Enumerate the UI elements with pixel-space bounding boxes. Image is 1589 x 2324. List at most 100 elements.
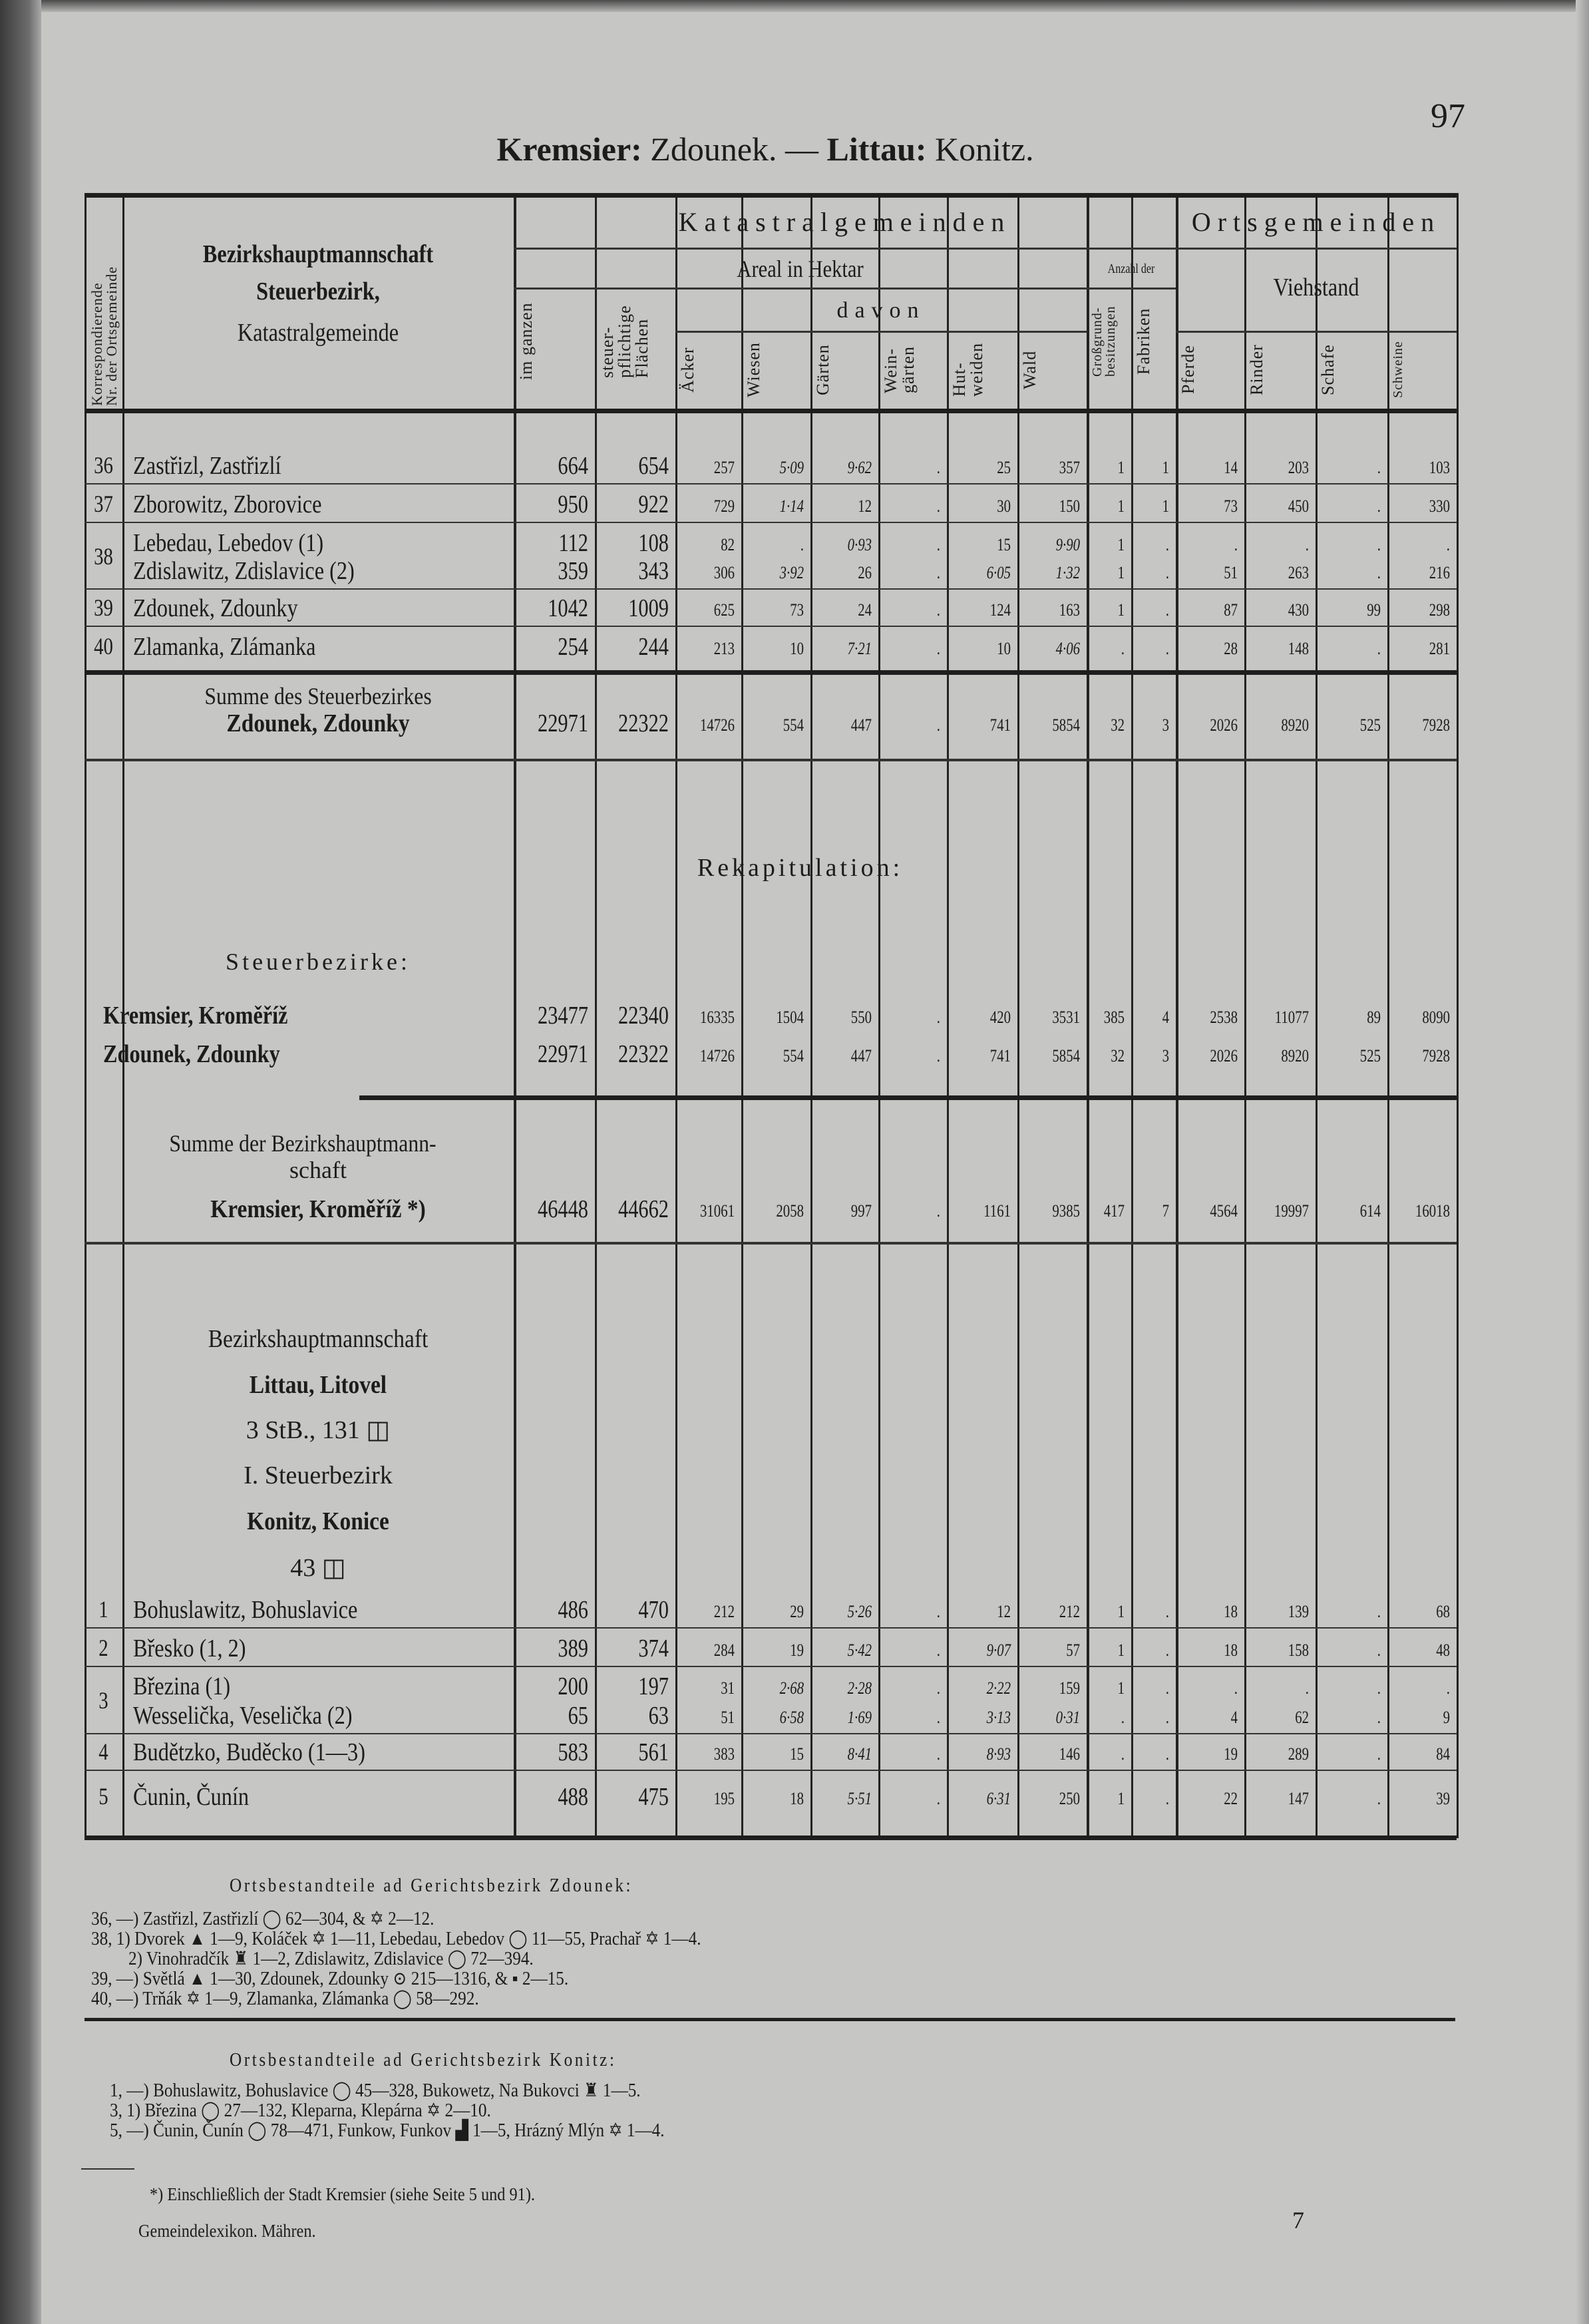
title-part-konitz: Konitz. bbox=[926, 130, 1034, 168]
table-cell: 2538 bbox=[1210, 1008, 1238, 1027]
table-cell: 2·28 bbox=[847, 1678, 872, 1698]
recap-row-name: Kremsier, Kroměříž bbox=[103, 1002, 288, 1030]
table-cell: 39 bbox=[1436, 1789, 1450, 1808]
table-cell: 420 bbox=[989, 1008, 1011, 1027]
table-cell: 298 bbox=[1429, 600, 1450, 620]
table-cell: 244 bbox=[638, 633, 669, 661]
column-rule bbox=[675, 193, 677, 1838]
column-header: Hut- weiden bbox=[950, 342, 986, 397]
zdounek-row-name: Lebedau, Lebedov (1) bbox=[133, 529, 324, 557]
column-rule bbox=[947, 193, 949, 1838]
konitz-row-name: Čunin, Čunín bbox=[133, 1783, 250, 1811]
row-rule bbox=[85, 1627, 1457, 1629]
note-line: 39, —) Světlá ▲ 1—30, Zdounek, Zdounky ⊙… bbox=[91, 1969, 569, 1989]
table-cell: 4 bbox=[1230, 1708, 1238, 1727]
table-cell: 997 bbox=[850, 1201, 872, 1221]
table-cell: 19997 bbox=[1274, 1201, 1309, 1221]
table-cell: . bbox=[1234, 535, 1238, 554]
zdounek-row-nr: 39 bbox=[94, 594, 113, 621]
table-cell: 148 bbox=[1288, 639, 1309, 658]
table-cell: 84 bbox=[1436, 1744, 1450, 1764]
table-cell: 475 bbox=[638, 1783, 669, 1811]
title-part-kremsier: Kremsier: bbox=[496, 130, 642, 168]
littau-line-3: 3 StB., 131 ◫ bbox=[246, 1416, 391, 1444]
column-rule bbox=[1316, 193, 1318, 1838]
table-cell: 4564 bbox=[1210, 1201, 1238, 1221]
table-cell: 103 bbox=[1429, 458, 1450, 477]
table-cell: . bbox=[1165, 1641, 1169, 1660]
column-header: Wald bbox=[1020, 350, 1039, 389]
row-rule bbox=[85, 483, 1457, 484]
table-cell: . bbox=[1377, 1678, 1381, 1698]
table-cell: 212 bbox=[1059, 1602, 1080, 1621]
table-cell: 32 bbox=[1111, 715, 1125, 735]
table-cell: 51 bbox=[721, 1708, 735, 1727]
table-cell: 6·58 bbox=[779, 1708, 804, 1727]
littau-line-2: Littau, Litovel bbox=[249, 1371, 387, 1399]
konitz-row-nr: 2 bbox=[98, 1635, 108, 1661]
table-cell: . bbox=[800, 535, 804, 554]
table-cell: 0·31 bbox=[1055, 1708, 1080, 1727]
note-line: 2) Vinohradčík ♜ 1—2, Zdislawitz, Zdisla… bbox=[128, 1949, 534, 1969]
table-cell: 2026 bbox=[1210, 715, 1238, 735]
header-rule bbox=[675, 331, 1087, 333]
table-cell: . bbox=[1446, 535, 1450, 554]
footnote: *) Einschließlich der Stadt Kremsier (si… bbox=[150, 2184, 536, 2204]
table-cell: 9·07 bbox=[986, 1641, 1011, 1660]
table-cell: 8·93 bbox=[986, 1744, 1011, 1764]
table-cell: 16018 bbox=[1415, 1201, 1450, 1221]
table-cell: 150 bbox=[1059, 496, 1080, 516]
table-cell: 195 bbox=[713, 1789, 735, 1808]
page-title: Kremsier: Zdounek. — Littau: Konitz. bbox=[0, 130, 1530, 168]
column-rule bbox=[1176, 193, 1178, 1838]
table-cell: 108 bbox=[638, 529, 669, 557]
table-cell: 525 bbox=[1359, 1046, 1381, 1065]
table-cell: 1 bbox=[1117, 496, 1125, 516]
table-cell: . bbox=[1377, 496, 1381, 516]
table-cell: 9385 bbox=[1052, 1201, 1080, 1221]
table-cell: 1 bbox=[1117, 535, 1125, 554]
table-cell: 15 bbox=[997, 535, 1011, 554]
note-line: 1, —) Bohuslawitz, Bohuslavice ◯ 45—328,… bbox=[110, 2080, 641, 2101]
table-cell: 3·13 bbox=[986, 1708, 1011, 1727]
table-cell: 729 bbox=[713, 496, 735, 516]
table-cell: 741 bbox=[989, 715, 1011, 735]
note-line: 40, —) Trňák ✡ 1—9, Zlamanka, Zlámanka ◯… bbox=[91, 1989, 479, 2009]
table-cell: 9 bbox=[1443, 1708, 1450, 1727]
table-cell: 6·31 bbox=[986, 1789, 1011, 1808]
table-cell: 1 bbox=[1117, 1602, 1125, 1621]
table-cell: . bbox=[1377, 1602, 1381, 1621]
table-cell: 10 bbox=[790, 639, 804, 658]
table-cell: 1504 bbox=[776, 1008, 804, 1027]
zdounek-row-name: Zdounek, Zdounky bbox=[133, 594, 298, 622]
table-cell: 22322 bbox=[618, 1040, 669, 1068]
table-cell: 525 bbox=[1359, 715, 1381, 735]
table-cell: 14 bbox=[1224, 458, 1238, 477]
column-header: Fabriken bbox=[1134, 307, 1153, 375]
recap-sum-label-2: schaft bbox=[289, 1157, 347, 1183]
column-rule bbox=[85, 193, 87, 1838]
page-number: 97 bbox=[1431, 97, 1465, 135]
table-cell: 741 bbox=[989, 1046, 1011, 1065]
table-cell: . bbox=[1121, 639, 1125, 658]
column-rule bbox=[122, 193, 124, 1838]
recap-rule bbox=[359, 1095, 1457, 1100]
table-cell: 447 bbox=[850, 715, 872, 735]
table-cell: 32 bbox=[1111, 1046, 1125, 1065]
table-cell: 1 bbox=[1117, 1641, 1125, 1660]
section-rule bbox=[85, 759, 1457, 761]
table-cell: . bbox=[1377, 1744, 1381, 1764]
table-cell: 1 bbox=[1117, 563, 1125, 582]
littau-line-1: Bezirkshauptmannschaft bbox=[208, 1325, 429, 1353]
row-rule bbox=[85, 588, 1457, 590]
table-cell: . bbox=[1305, 535, 1309, 554]
table-cell: 2026 bbox=[1210, 1046, 1238, 1065]
table-cell: 203 bbox=[1288, 458, 1309, 477]
table-cell: . bbox=[936, 1678, 940, 1698]
table-cell: 139 bbox=[1288, 1602, 1309, 1621]
table-cell: 6·05 bbox=[986, 563, 1011, 582]
table-cell: 197 bbox=[638, 1672, 669, 1700]
notes-zdounek-heading: Ortsbestandteile ad Gerichtsbezirk Zdoun… bbox=[230, 1875, 633, 1896]
table-cell: . bbox=[1121, 1708, 1125, 1727]
table-bottom-rule bbox=[85, 1836, 1457, 1840]
